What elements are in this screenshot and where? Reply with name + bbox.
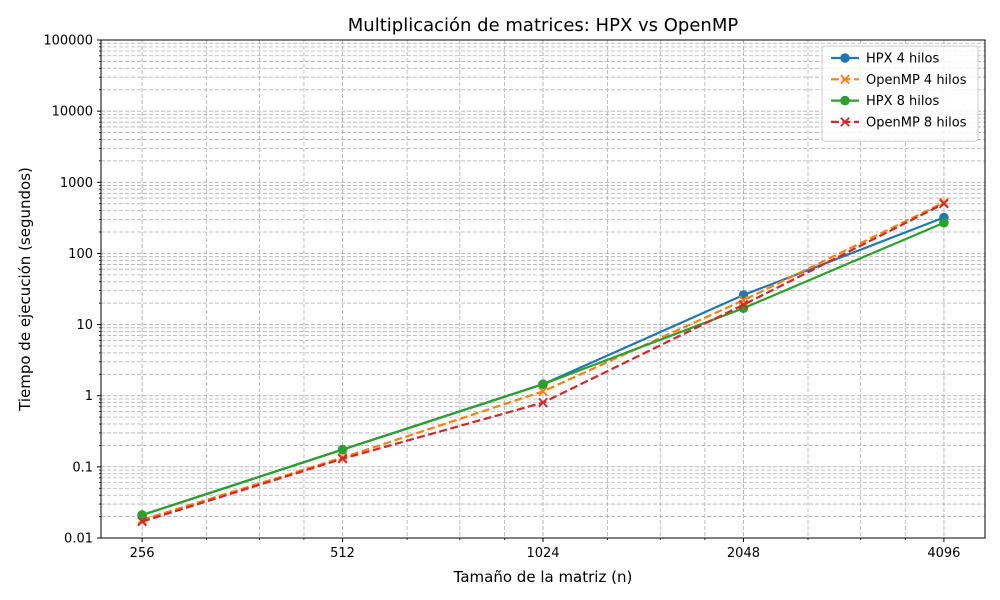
y-tick-label: 10: [76, 318, 93, 333]
data-point: [337, 453, 348, 464]
legend-label: HPX 8 hilos: [866, 94, 939, 109]
y-tick-label: 0.01: [64, 532, 93, 547]
x-tick-label: 2048: [727, 546, 760, 561]
grid: [101, 39, 985, 539]
legend-marker: [840, 74, 850, 85]
data-point: [538, 397, 548, 408]
y-tick-label: 10000: [52, 105, 93, 120]
data-point: [137, 510, 147, 520]
x-tick-label: 256: [130, 546, 155, 561]
y-tick-label: 100: [68, 247, 93, 262]
data-point: [538, 386, 548, 397]
legend-marker: [840, 117, 850, 127]
y-axis-label: Tiempo de ejecución (segundos): [16, 167, 34, 412]
legend-label: OpenMP 4 hilos: [866, 73, 967, 88]
legend-marker: [840, 95, 850, 106]
x-axis-label: Tamaño de la matriz (n): [453, 568, 633, 586]
data-point: [738, 299, 749, 310]
x-tick-label: 1024: [526, 546, 559, 561]
legend-label: HPX 4 hilos: [866, 52, 939, 67]
y-tick-label: 100000: [43, 34, 93, 49]
legend-item: OpenMP 4 hilos: [831, 73, 967, 88]
series-line: [141, 221, 945, 517]
chart-title: Multiplicación de matrices: HPX vs OpenM…: [348, 15, 739, 36]
legend-item: HPX 8 hilos: [831, 94, 939, 109]
legend-item: HPX 4 hilos: [831, 52, 939, 67]
data-point: [337, 444, 348, 455]
data-point: [939, 198, 949, 209]
x-axis: 256 512 1024 2048 4096: [130, 538, 960, 561]
y-tick-label: 1000: [60, 176, 93, 191]
data-point: [137, 516, 147, 527]
data-point: [538, 379, 548, 390]
legend: HPX 4 hilos OpenMP 4 hilos HPX 8 hilos Open…: [821, 45, 979, 142]
y-axis: 0.01 0.1 1 10 100 1000 10000 100000: [43, 34, 101, 547]
y-tick-label: 1: [85, 389, 93, 404]
series-openmp-8-hilos: [137, 198, 949, 527]
data-point: [939, 217, 949, 228]
legend-item: OpenMP 8 hilos: [831, 115, 967, 130]
x-tick-label: 512: [330, 546, 355, 561]
legend-box: [821, 45, 979, 142]
legend-label: OpenMP 8 hilos: [866, 115, 967, 130]
x-tick-label: 4096: [927, 546, 960, 561]
series-layer: [137, 197, 949, 527]
y-tick-label: 0.1: [72, 460, 93, 475]
legend-marker: [840, 53, 850, 63]
